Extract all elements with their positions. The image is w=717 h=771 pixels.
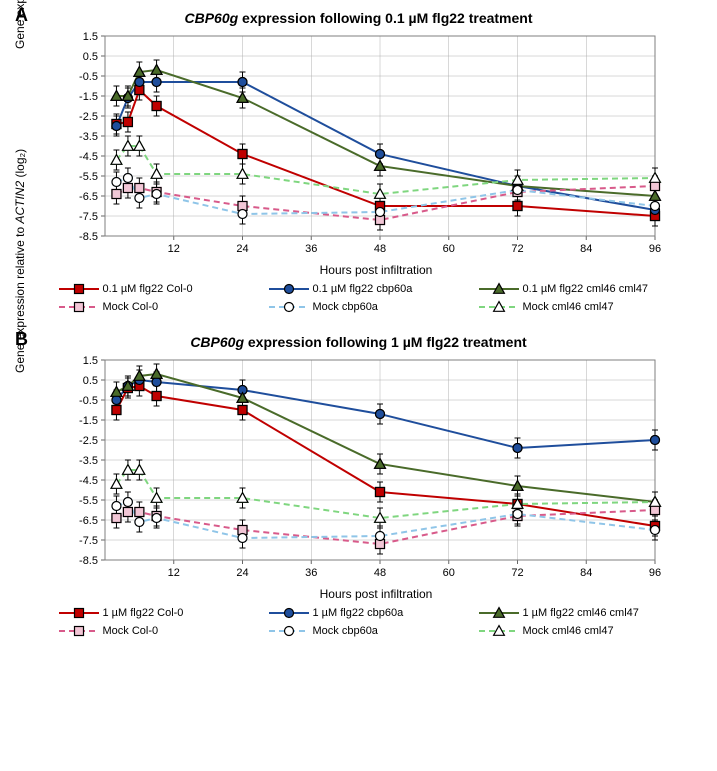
legend-item: Mock cml46 cml47	[479, 300, 659, 314]
svg-text:24: 24	[236, 567, 248, 579]
chart-title: CBP60g expression following 0.1 µM flg22…	[10, 10, 707, 26]
svg-text:-4.5: -4.5	[79, 475, 98, 487]
svg-text:36: 36	[305, 567, 317, 579]
svg-text:-8.5: -8.5	[79, 555, 98, 567]
svg-text:-0.5: -0.5	[79, 71, 98, 83]
legend-label: Mock cbp60a	[313, 301, 378, 313]
panel-B: B CBP60g expression following 1 µM flg22…	[10, 334, 707, 638]
svg-text:0.5: 0.5	[83, 51, 98, 63]
svg-text:-8.5: -8.5	[79, 231, 98, 243]
svg-text:-7.5: -7.5	[79, 211, 98, 223]
svg-text:48: 48	[374, 243, 386, 255]
svg-text:-5.5: -5.5	[79, 171, 98, 183]
legend-label: Mock Col-0	[103, 301, 159, 313]
legend-label: 0.1 µM flg22 Col-0	[103, 283, 193, 295]
legend-item: Mock cml46 cml47	[479, 624, 659, 638]
legend-item: Mock cbp60a	[269, 624, 449, 638]
svg-text:-1.5: -1.5	[79, 91, 98, 103]
svg-text:1.5: 1.5	[83, 31, 98, 43]
svg-text:24: 24	[236, 243, 248, 255]
svg-text:36: 36	[305, 243, 317, 255]
x-axis-label: Hours post infiltration	[65, 587, 687, 601]
svg-text:-1.5: -1.5	[79, 415, 98, 427]
legend-item: 1 µM flg22 cbp60a	[269, 606, 449, 620]
svg-text:12: 12	[168, 243, 180, 255]
legend-item: Mock Col-0	[59, 624, 239, 638]
svg-text:-7.5: -7.5	[79, 535, 98, 547]
svg-text:-2.5: -2.5	[79, 111, 98, 123]
legend-item: 0.1 µM flg22 cml46 cml47	[479, 282, 659, 296]
legend-label: 1 µM flg22 Col-0	[103, 607, 184, 619]
svg-text:-6.5: -6.5	[79, 191, 98, 203]
x-axis-label: Hours post infiltration	[65, 263, 687, 277]
legend-label: 0.1 µM flg22 cml46 cml47	[523, 283, 649, 295]
legend-label: 0.1 µM flg22 cbp60a	[313, 283, 413, 295]
legend-label: 1 µM flg22 cml46 cml47	[523, 607, 639, 619]
legend-item: 1 µM flg22 Col-0	[59, 606, 239, 620]
legend-item: 0.1 µM flg22 Col-0	[59, 282, 239, 296]
y-axis-label: Gene expression relative to ACTIN2 (log₂…	[13, 149, 27, 373]
svg-text:60: 60	[443, 567, 455, 579]
legend-item: 0.1 µM flg22 cbp60a	[269, 282, 449, 296]
chart-title: CBP60g expression following 1 µM flg22 t…	[10, 334, 707, 350]
chart-plot: -8.5 -7.5 -6.5 -5.5 -4.5 -3.5 -2.5 -1.5 -0.5 0.5 1…	[65, 31, 665, 261]
svg-text:84: 84	[580, 567, 592, 579]
svg-text:-6.5: -6.5	[79, 515, 98, 527]
svg-text:0.5: 0.5	[83, 375, 98, 387]
legend-label: Mock cml46 cml47	[523, 625, 614, 637]
svg-text:72: 72	[511, 567, 523, 579]
svg-text:1.5: 1.5	[83, 355, 98, 367]
panel-A: A CBP60g expression following 0.1 µM flg…	[10, 10, 707, 314]
legend: 1 µM flg22 Col-0 1 µM flg22 cbp60a 1 µM fl…	[10, 606, 707, 638]
chart-container: Gene expression relative to ACTIN2 (log₂…	[65, 31, 687, 277]
legend-item: Mock cbp60a	[269, 300, 449, 314]
svg-text:-3.5: -3.5	[79, 455, 98, 467]
svg-text:84: 84	[580, 243, 592, 255]
svg-text:12: 12	[168, 567, 180, 579]
legend: 0.1 µM flg22 Col-0 0.1 µM flg22 cbp60a 0.1…	[10, 282, 707, 314]
legend-label: 1 µM flg22 cbp60a	[313, 607, 404, 619]
svg-text:-0.5: -0.5	[79, 395, 98, 407]
legend-label: Mock cbp60a	[313, 625, 378, 637]
legend-label: Mock cml46 cml47	[523, 301, 614, 313]
svg-text:-3.5: -3.5	[79, 131, 98, 143]
svg-text:96: 96	[649, 567, 661, 579]
svg-text:48: 48	[374, 567, 386, 579]
legend-item: Mock Col-0	[59, 300, 239, 314]
svg-text:72: 72	[511, 243, 523, 255]
legend-item: 1 µM flg22 cml46 cml47	[479, 606, 659, 620]
legend-label: Mock Col-0	[103, 625, 159, 637]
chart-container: Gene expression relative to ACTIN2 (log₂…	[65, 355, 687, 601]
svg-text:-2.5: -2.5	[79, 435, 98, 447]
svg-text:-5.5: -5.5	[79, 495, 98, 507]
svg-text:96: 96	[649, 243, 661, 255]
y-axis-label: Gene expression relative to ACTIN2 (log₂…	[13, 0, 27, 49]
chart-plot: -8.5 -7.5 -6.5 -5.5 -4.5 -3.5 -2.5 -1.5 -0.5 0.5 1…	[65, 355, 665, 585]
svg-text:-4.5: -4.5	[79, 151, 98, 163]
svg-text:60: 60	[443, 243, 455, 255]
